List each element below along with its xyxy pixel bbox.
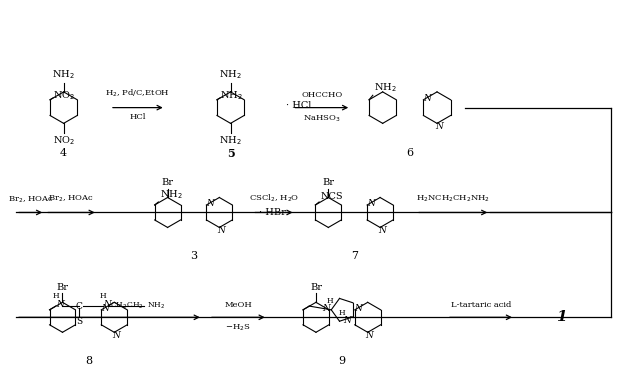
Text: N: N bbox=[217, 226, 225, 235]
Text: H: H bbox=[338, 309, 345, 317]
Text: N: N bbox=[322, 304, 330, 313]
Text: H$_2$, Pd/C,EtOH: H$_2$, Pd/C,EtOH bbox=[106, 88, 170, 100]
Text: 9: 9 bbox=[338, 356, 345, 366]
Text: NH$_2$: NH$_2$ bbox=[220, 68, 242, 81]
Text: 5: 5 bbox=[226, 148, 235, 159]
Text: CSCl$_2$, H$_2$O: CSCl$_2$, H$_2$O bbox=[248, 193, 299, 204]
Text: 3: 3 bbox=[190, 251, 197, 261]
Text: NH$_2$: NH$_2$ bbox=[160, 188, 182, 201]
Text: N: N bbox=[206, 199, 214, 208]
Text: OHCCHO: OHCCHO bbox=[301, 91, 342, 100]
Text: N: N bbox=[355, 304, 362, 313]
Text: NCS: NCS bbox=[320, 192, 343, 201]
Text: · HCl: · HCl bbox=[286, 101, 312, 110]
Text: Br: Br bbox=[57, 283, 69, 292]
Text: N: N bbox=[435, 122, 443, 131]
Text: N: N bbox=[56, 300, 64, 309]
Text: NaHSO$_3$: NaHSO$_3$ bbox=[303, 113, 340, 124]
Text: NH$_2$: NH$_2$ bbox=[374, 81, 397, 94]
Text: N: N bbox=[423, 94, 431, 103]
Text: N: N bbox=[343, 316, 351, 325]
Text: S: S bbox=[76, 317, 82, 326]
Text: Br: Br bbox=[310, 283, 322, 292]
Text: 4: 4 bbox=[60, 148, 67, 158]
Text: Br: Br bbox=[322, 178, 335, 187]
Text: H: H bbox=[99, 292, 106, 300]
Text: N: N bbox=[101, 304, 109, 313]
Text: 1: 1 bbox=[556, 310, 567, 324]
Text: NH$_2$: NH$_2$ bbox=[220, 90, 243, 103]
Text: Br: Br bbox=[162, 178, 174, 187]
Text: −H$_2$S: −H$_2$S bbox=[225, 323, 251, 333]
Text: H: H bbox=[326, 296, 333, 305]
Text: Br$_2$, HOAc: Br$_2$, HOAc bbox=[8, 195, 53, 205]
Text: NH$_2$: NH$_2$ bbox=[147, 301, 165, 311]
Text: H$_2$NCH$_2$CH$_2$NH$_2$: H$_2$NCH$_2$CH$_2$NH$_2$ bbox=[416, 194, 490, 204]
Text: CH$_2$CH$_2$: CH$_2$CH$_2$ bbox=[110, 301, 144, 311]
Text: NO$_2$: NO$_2$ bbox=[53, 90, 75, 103]
Text: Br$_2$, HOAc: Br$_2$, HOAc bbox=[48, 194, 94, 204]
Text: NH$_2$: NH$_2$ bbox=[52, 68, 75, 81]
Text: L-tartaric acid: L-tartaric acid bbox=[451, 301, 511, 309]
Text: N: N bbox=[365, 331, 374, 340]
Text: C: C bbox=[75, 302, 82, 310]
Text: 8: 8 bbox=[85, 356, 92, 366]
Text: · HBr: · HBr bbox=[259, 208, 286, 217]
Text: N: N bbox=[103, 300, 111, 309]
Text: 6: 6 bbox=[406, 148, 413, 158]
Text: HCl: HCl bbox=[130, 113, 146, 121]
Text: MeOH: MeOH bbox=[225, 301, 252, 309]
Text: N: N bbox=[378, 226, 386, 235]
Text: N: N bbox=[367, 199, 375, 208]
Text: NH$_2$: NH$_2$ bbox=[220, 135, 242, 147]
Text: H: H bbox=[52, 292, 59, 300]
Text: N: N bbox=[112, 331, 120, 340]
Text: NO$_2$: NO$_2$ bbox=[53, 135, 75, 147]
Text: 7: 7 bbox=[351, 251, 358, 261]
